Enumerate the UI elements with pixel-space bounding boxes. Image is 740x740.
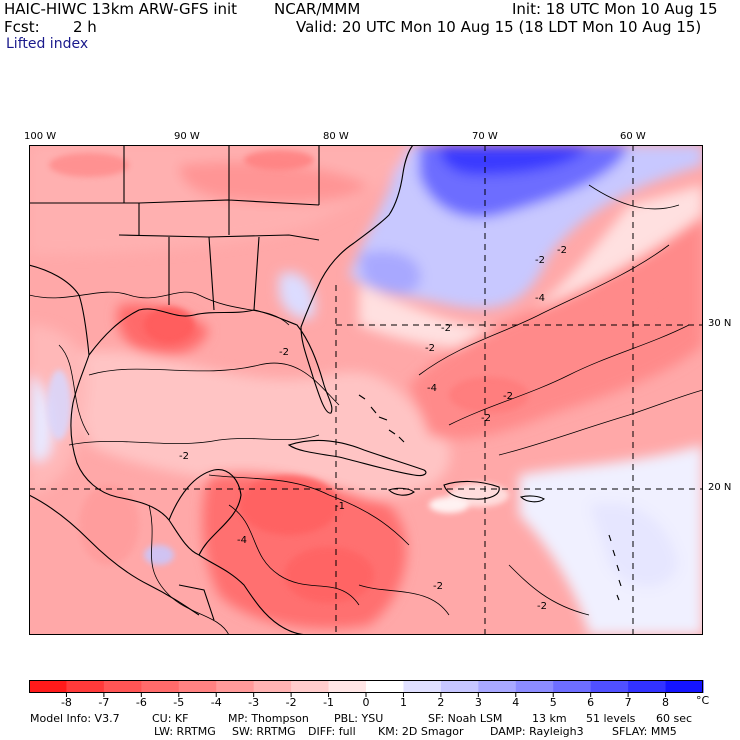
colorbar-swatch: [553, 680, 592, 693]
diffusion-option: DIFF: full: [308, 725, 356, 738]
colorbar-tick-label: 7: [624, 696, 632, 709]
colorbar-swatch: [103, 680, 142, 693]
contour-label: -2: [425, 343, 435, 354]
contour-label: -2: [503, 391, 513, 402]
colorbar-swatch: [440, 680, 479, 693]
vertical-levels: 51 levels: [586, 712, 636, 725]
contour-label: -1: [335, 501, 345, 512]
organization-label: NCAR/MMM: [274, 0, 361, 18]
colorbar-tick-label: 2: [437, 696, 445, 709]
colorbar-tick-label: 1: [399, 696, 407, 709]
colorbar-swatch: [628, 680, 667, 693]
colorbar-tick-label: -8: [60, 696, 72, 709]
colorbar-swatch: [478, 680, 517, 693]
colorbar-unit: °C: [696, 694, 710, 707]
microphysics-scheme: MP: Thompson: [228, 712, 309, 725]
shortwave-scheme: SW: RRTMG: [232, 725, 296, 738]
colorbar-tick-label: -4: [210, 696, 222, 709]
contour-label: -2: [537, 601, 547, 612]
eddy-coef-option: KM: 2D Smagor: [378, 725, 464, 738]
cumulus-scheme: CU: KF: [152, 712, 189, 725]
surface-layer-option: SFLAY: MM5: [612, 725, 677, 738]
init-time: Init: 18 UTC Mon 10 Aug 15: [512, 0, 718, 18]
coastlines: [29, 145, 622, 635]
graticule: [29, 145, 703, 635]
colorbar-swatch: [216, 680, 255, 693]
colorbar-swatch: [665, 680, 704, 693]
contour-lines: [29, 184, 703, 635]
contour-label: -2: [557, 245, 567, 256]
lon-label-90w: 90 W: [174, 131, 200, 142]
contour-label: -2: [179, 451, 189, 462]
colorbar-tick-label: -5: [173, 696, 185, 709]
model-info: Model Info: V3.7: [30, 712, 120, 725]
forecast-hour: 2 h: [73, 18, 97, 36]
colorbar-tick-label: 4: [512, 696, 520, 709]
colorbar-tick-label: -6: [135, 696, 147, 709]
colorbar-tick-label: -2: [285, 696, 297, 709]
contour-label: -2: [279, 347, 289, 358]
contour-label: -2: [535, 255, 545, 266]
colorbar-frame: [29, 680, 703, 693]
colorbar-tick-label: 8: [662, 696, 670, 709]
forecast-label: Fcst:: [4, 18, 40, 36]
colorbar-swatch: [328, 680, 367, 693]
colorbar-swatch: [141, 680, 180, 693]
lat-label-30n: 30 N: [708, 318, 732, 329]
colorbar-tick-label: 3: [474, 696, 482, 709]
contour-label: -2: [481, 413, 491, 424]
colorbar-swatch: [253, 680, 292, 693]
longwave-scheme: LW: RRTMG: [154, 725, 216, 738]
damping-option: DAMP: Rayleigh3: [490, 725, 584, 738]
grid-spacing: 13 km: [532, 712, 567, 725]
lon-label-80w: 80 W: [323, 131, 349, 142]
colorbar-swatch: [29, 680, 67, 693]
colorbar-tick-label: 6: [587, 696, 595, 709]
colorbar-swatch: [403, 680, 442, 693]
colorbar-tick-label: -7: [98, 696, 110, 709]
colorbar: [29, 680, 704, 697]
colorbar-swatch: [291, 680, 330, 693]
colorbar-swatch: [178, 680, 217, 693]
map-frame: [29, 145, 703, 635]
lon-label-100w: 100 W: [24, 131, 57, 142]
model-title: HAIC-HIWC 13km ARW-GFS init: [4, 0, 238, 18]
lon-label-70w: 70 W: [472, 131, 498, 142]
colorbar-tick-label: 0: [362, 696, 370, 709]
contour-label: -4: [427, 383, 437, 394]
surface-scheme: SF: Noah LSM: [428, 712, 503, 725]
contour-label: -4: [237, 535, 247, 546]
pbl-scheme: PBL: YSU: [334, 712, 384, 725]
lat-label-20n: 20 N: [708, 482, 732, 493]
field-name: Lifted index: [6, 36, 89, 52]
colorbar-swatch: [366, 680, 404, 693]
contour-label: -2: [433, 581, 443, 592]
lon-label-60w: 60 W: [620, 131, 646, 142]
contour-label: -4: [535, 293, 545, 304]
colorbar-tick-label: 5: [549, 696, 557, 709]
colorbar-swatch: [515, 680, 554, 693]
colorbar-swatch: [590, 680, 629, 693]
colorbar-tick-label: -3: [248, 696, 260, 709]
colorbar-swatch: [66, 680, 105, 693]
time-step: 60 sec: [656, 712, 693, 725]
lifted-index-map: -2 -2 -2 -4 -2 -2 -4 -2 -2 -2 -4 -2 -1 -…: [29, 145, 703, 635]
valid-time: Valid: 20 UTC Mon 10 Aug 15 (18 LDT Mon …: [296, 18, 702, 36]
contour-label: -2: [441, 323, 451, 334]
colorbar-tick-label: -1: [323, 696, 335, 709]
